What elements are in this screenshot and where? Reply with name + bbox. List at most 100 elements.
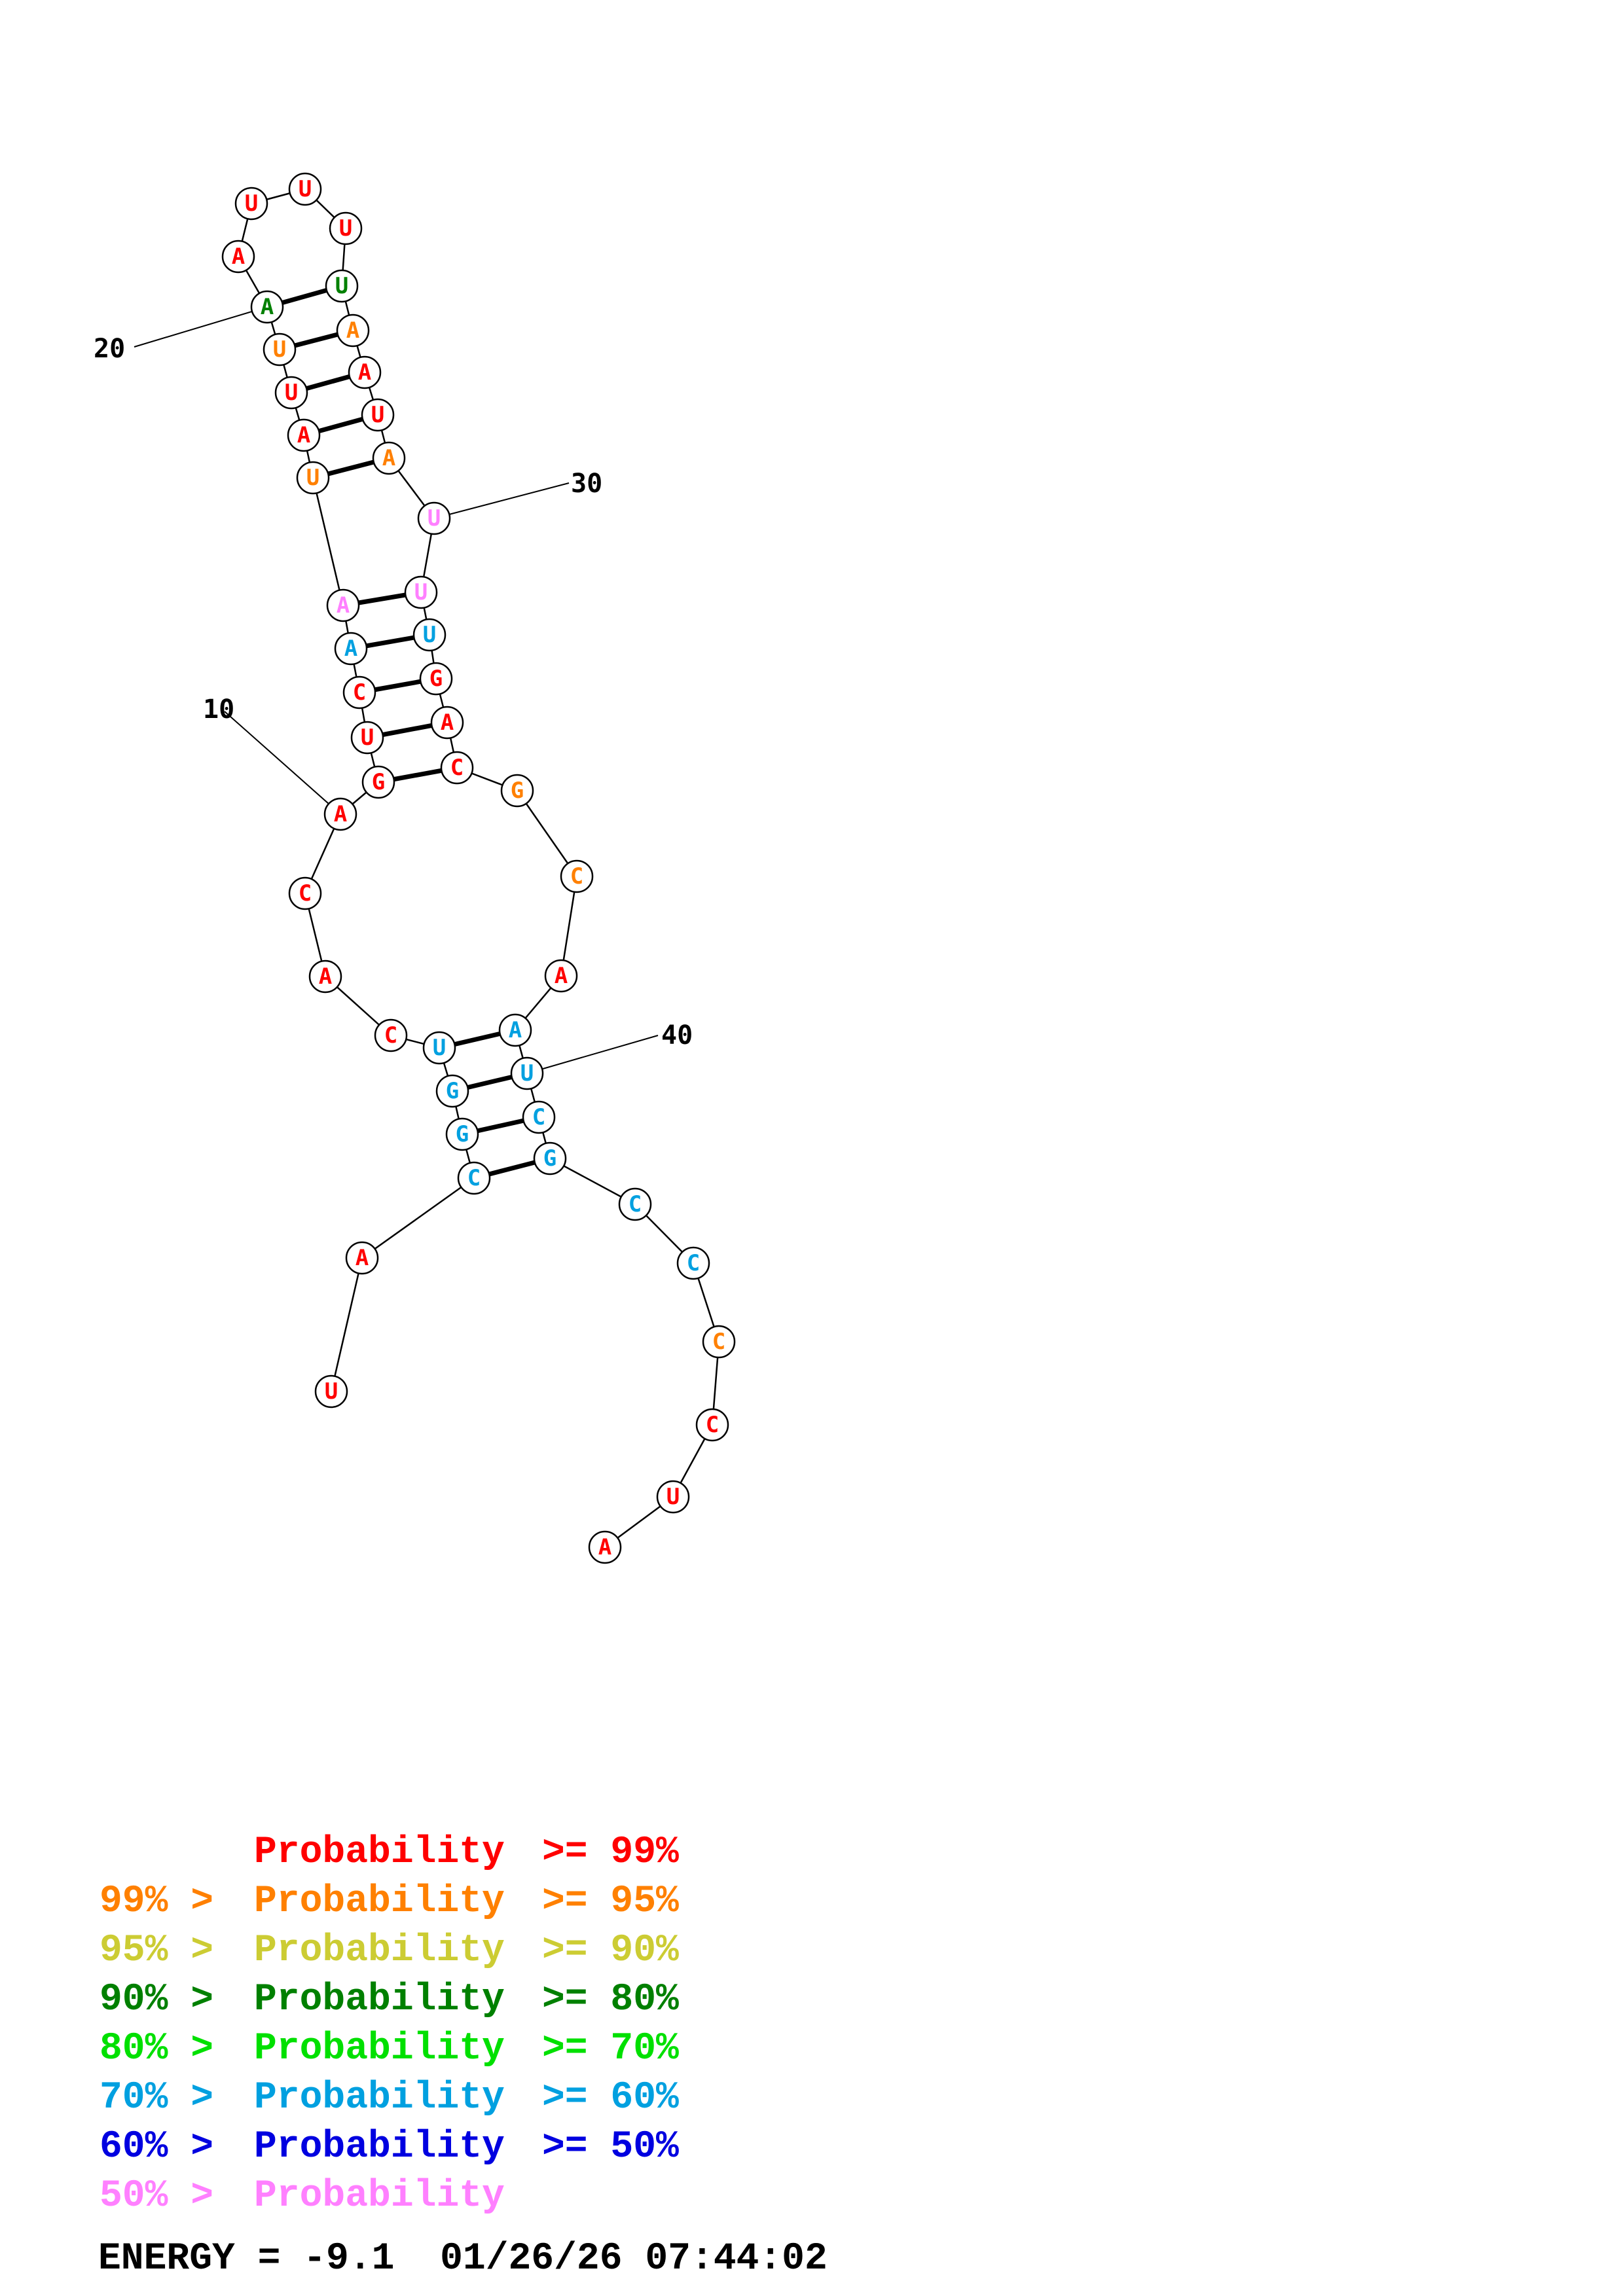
nucleotide-circle xyxy=(336,314,370,348)
nucleotide-5: G xyxy=(435,1074,469,1108)
backbone xyxy=(237,188,720,1549)
nucleotide-base: U xyxy=(414,579,428,605)
legend-label: Probability xyxy=(254,2077,505,2119)
nucleotide-15: A xyxy=(326,588,360,622)
nucleotide-base: U xyxy=(361,725,374,751)
nucleotide-base: G xyxy=(543,1145,556,1172)
nucleotide-circle xyxy=(544,959,578,993)
nucleotide-circle xyxy=(588,1530,622,1564)
nucleotide-45: C xyxy=(702,1325,736,1359)
nucleotide-circle xyxy=(430,706,464,740)
nucleotide-circle xyxy=(417,501,451,535)
nucleotide-16: U xyxy=(296,461,330,495)
nucleotide-32: U xyxy=(412,618,447,652)
nucleotide-base: U xyxy=(423,622,436,648)
nucleotide-circle xyxy=(702,1325,736,1359)
nucleotide-base: A xyxy=(598,1534,611,1560)
nucleotide-base: A xyxy=(334,801,347,827)
nucleotide-46: C xyxy=(695,1408,729,1442)
nucleotide-circle xyxy=(498,1013,532,1047)
nucleotide-3: C xyxy=(457,1161,491,1195)
position-label-30: 30 xyxy=(571,469,602,499)
nucleotide-circle xyxy=(500,774,534,808)
nucleotide-circle xyxy=(345,1241,379,1275)
nucleotide-circle xyxy=(404,575,438,609)
nucleotide-base: U xyxy=(285,380,298,406)
legend-row-6: 70% > Probability >= 60% xyxy=(100,2077,679,2119)
nucleotide-23: U xyxy=(288,172,322,206)
nucleotide-base: C xyxy=(706,1412,719,1438)
nucleotide-circle xyxy=(419,662,453,696)
nucleotide-circle xyxy=(676,1246,710,1280)
nucleotide-base: G xyxy=(456,1121,469,1147)
nucleotide-base: A xyxy=(358,359,371,386)
nucleotide-base: A xyxy=(382,445,395,471)
nucleotide-circle xyxy=(274,376,308,410)
legend-row-5: 80% > Probability >= 70% xyxy=(100,2028,679,2070)
nucleotide-base: A xyxy=(261,294,274,320)
nucleotide-33: G xyxy=(419,662,453,696)
nucleotide-26: A xyxy=(336,314,370,348)
nucleotide-circle xyxy=(348,355,382,389)
nucleotide-base: C xyxy=(629,1191,642,1217)
nucleotide-circle xyxy=(250,290,284,324)
nucleotide-circle xyxy=(372,441,406,475)
nucleotide-base: U xyxy=(520,1060,534,1086)
legend-prefix: 60% > xyxy=(100,2126,213,2168)
legend-row-8: 50% > Probability xyxy=(100,2175,505,2217)
nucleotide-38: A xyxy=(544,959,578,993)
legend-suffix: >= 60% xyxy=(542,2077,679,2119)
legend-label: Probability xyxy=(254,2175,505,2217)
nucleotide-base: U xyxy=(325,1378,338,1405)
legend-prefix: 90% > xyxy=(100,1979,213,2021)
nucleotide-43: C xyxy=(618,1187,652,1221)
nucleotide-21: A xyxy=(221,240,255,274)
nucleotide-circle xyxy=(326,588,360,622)
nucleotide-base: C xyxy=(712,1329,725,1355)
legend-row-3: 95% > Probability >= 90% xyxy=(100,1929,679,1972)
nucleotide-40: U xyxy=(510,1056,544,1090)
nucleotide-6: U xyxy=(422,1031,456,1065)
nucleotide-circle xyxy=(350,721,384,755)
legend-prefix: 70% > xyxy=(100,2077,213,2119)
nucleotide-circle xyxy=(314,1374,348,1408)
nucleotide-27: A xyxy=(348,355,382,389)
nucleotide-11: G xyxy=(361,765,395,799)
nucleotide-base: A xyxy=(319,963,332,990)
nucleotide-29: A xyxy=(372,441,406,475)
nucleotide-base: A xyxy=(555,963,568,989)
nucleotide-circle xyxy=(296,461,330,495)
nucleotide-17: A xyxy=(287,418,321,452)
legend-suffix: >= 95% xyxy=(542,1880,679,1923)
nucleotide-circle xyxy=(445,1117,479,1151)
nucleotide-circle xyxy=(533,1141,567,1175)
nucleotide-47: U xyxy=(656,1480,690,1514)
nucleotide-base: C xyxy=(570,863,583,889)
nucleotide-base: G xyxy=(511,778,524,804)
nucleotide-base: A xyxy=(344,636,357,662)
nucleotide-base: C xyxy=(299,880,312,906)
legend-prefix: 95% > xyxy=(100,1929,213,1972)
legend-row-2: 99% > Probability >= 95% xyxy=(100,1880,679,1923)
legend-suffix: >= 80% xyxy=(542,1979,679,2021)
backbone-segment xyxy=(312,477,344,606)
nucleotide-13: C xyxy=(342,675,376,709)
legend-row-1: Probability >= 99% xyxy=(254,1831,679,1874)
position-label-tick xyxy=(224,711,341,815)
legend-prefix: 99% > xyxy=(100,1880,213,1923)
nucleotide-base: C xyxy=(353,679,366,706)
nucleotide-circle xyxy=(325,269,359,303)
nucleotide-39: A xyxy=(498,1013,532,1047)
legend-suffix: >= 99% xyxy=(542,1831,679,1874)
probability-legend: Probability >= 99% 99% > Probability >= … xyxy=(100,1831,679,2217)
nucleotide-base: A xyxy=(509,1017,522,1043)
nucleotide-24: U xyxy=(329,211,363,245)
nucleotide-circle xyxy=(288,876,322,910)
nucleotide-41: C xyxy=(522,1100,556,1134)
nucleotides: UACGGUCACAGUCAAUAUUAAUUUUAAUAUUUGACGCAAU… xyxy=(221,172,736,1564)
legend-row-4: 90% > Probability >= 80% xyxy=(100,1979,679,2021)
position-labels: 10 20 30 40 xyxy=(94,306,693,1074)
nucleotide-31: U xyxy=(404,575,438,609)
nucleotide-base: A xyxy=(232,243,245,270)
